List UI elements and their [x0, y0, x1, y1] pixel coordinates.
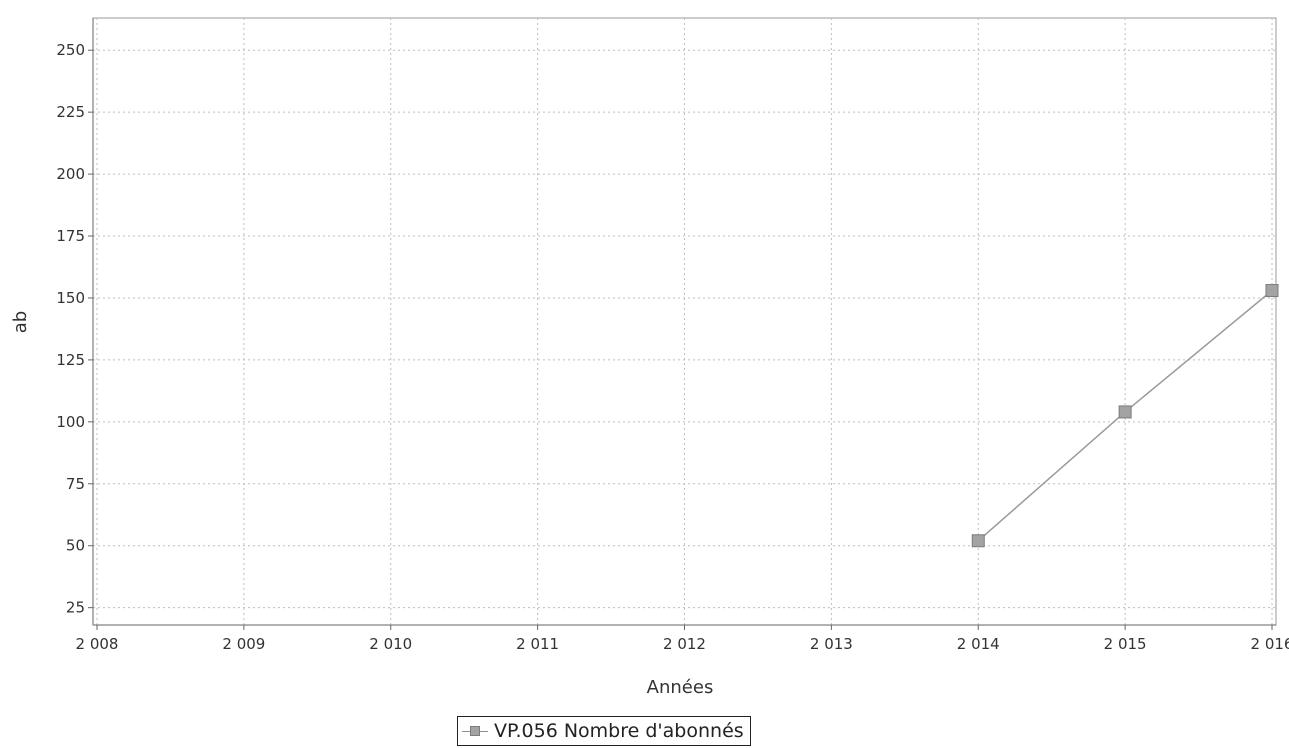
x-tick-label: 2 009 [222, 635, 265, 653]
data-point [1265, 284, 1279, 298]
x-tick-label: 2 011 [516, 635, 559, 653]
series-layer [971, 284, 1279, 548]
y-tick-label: 175 [56, 227, 85, 245]
grid [93, 18, 1276, 625]
x-tick-label: 2 008 [76, 635, 119, 653]
x-tick-label: 2 014 [957, 635, 1000, 653]
y-tick-label: 100 [56, 413, 85, 431]
data-point [1118, 405, 1132, 419]
data-point [971, 534, 985, 548]
y-tick-label: 250 [56, 41, 85, 59]
x-tick-label: 2 010 [369, 635, 412, 653]
x-tick-label: 2 016 [1251, 635, 1289, 653]
y-axis-title: ab [10, 311, 31, 333]
y-tick-label: 50 [66, 537, 85, 555]
x-tick-label: 2 013 [810, 635, 853, 653]
y-tick-label: 75 [66, 475, 85, 493]
y-tick-label: 25 [66, 599, 85, 617]
legend-label: VP.056 Nombre d'abonnés [494, 720, 744, 742]
y-tick-label: 200 [56, 165, 85, 183]
y-tick-label: 225 [56, 103, 85, 121]
x-tick-label: 2 015 [1104, 635, 1147, 653]
x-tick-label: 2 012 [663, 635, 706, 653]
y-axis-ticks: 25 50 75 100 125 150 175 200 225 250 [56, 41, 93, 617]
x-axis-ticks: 2 008 2 009 2 010 2 011 2 012 2 013 2 014 2 015… [76, 625, 1289, 653]
x-axis-title: Années [647, 677, 714, 698]
legend: VP.056 Nombre d'abonnés [457, 716, 751, 746]
y-tick-label: 125 [56, 351, 85, 369]
legend-swatch [462, 725, 488, 737]
y-tick-label: 150 [56, 289, 85, 307]
